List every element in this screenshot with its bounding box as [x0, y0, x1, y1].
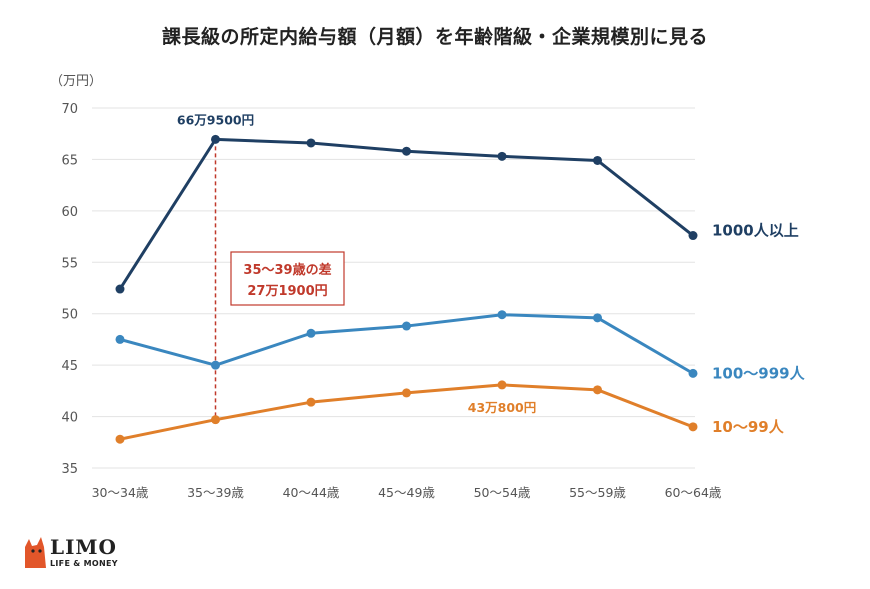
- data-point: [497, 380, 507, 390]
- logo-tagline: LIFE & MONEY: [50, 559, 118, 568]
- x-tick-label: 45〜49歳: [378, 485, 435, 500]
- y-tick-label: 40: [61, 411, 78, 426]
- peak-data-label: 66万9500円: [177, 112, 254, 127]
- data-point: [211, 360, 220, 370]
- data-point: [402, 321, 411, 331]
- logo-wordmark: LIMO: [50, 535, 117, 559]
- x-tick-label: 40〜44歳: [283, 485, 340, 500]
- data-point: [306, 397, 316, 407]
- x-tick-label: 60〜64歳: [665, 485, 722, 500]
- small-peak-data-label: 43万800円: [468, 400, 537, 415]
- y-tick-label: 35: [61, 462, 78, 477]
- data-point: [593, 155, 602, 165]
- y-unit-label: （万円）: [50, 74, 102, 89]
- x-tick-label: 50〜54歳: [474, 485, 531, 500]
- difference-box: [230, 251, 345, 306]
- data-point: [115, 334, 125, 344]
- data-point: [211, 415, 220, 425]
- x-tick-label: 30〜34歳: [92, 485, 149, 500]
- chart-title: 課長級の所定内給与額（月額）を年齢階級・企業規模別に見る: [161, 26, 708, 48]
- data-point: [306, 328, 316, 338]
- difference-label-line1: 35〜39歳の差: [243, 262, 331, 278]
- data-point: [593, 313, 602, 323]
- data-point: [688, 422, 698, 432]
- cat-mascot-icon: [25, 537, 46, 568]
- data-point: [115, 284, 125, 294]
- y-tick-label: 70: [61, 102, 78, 117]
- y-tick-label: 55: [61, 256, 78, 271]
- data-point: [402, 388, 411, 398]
- data-point: [306, 138, 316, 148]
- data-point: [688, 368, 698, 378]
- data-point: [688, 231, 698, 241]
- x-tick-label: 55〜59歳: [569, 485, 626, 500]
- series-name-label: 1000人以上: [712, 222, 799, 240]
- data-point: [211, 134, 220, 144]
- limo-logo: LIMO LIFE & MONEY: [22, 535, 132, 575]
- series-name-label: 100〜999人: [712, 364, 806, 382]
- y-tick-label: 60: [61, 205, 78, 220]
- series-name-label: 10〜99人: [712, 418, 785, 436]
- data-point: [593, 385, 602, 395]
- y-tick-label: 50: [61, 308, 78, 323]
- data-point: [497, 151, 507, 161]
- difference-label-line2: 27万1900円: [247, 284, 327, 299]
- x-tick-label: 35〜39歳: [187, 485, 244, 500]
- data-point: [115, 434, 125, 444]
- data-point: [497, 310, 507, 320]
- y-tick-label: 65: [61, 153, 78, 168]
- series-line-0: [118, 137, 695, 291]
- data-point: [402, 146, 411, 156]
- y-tick-label: 45: [61, 359, 78, 374]
